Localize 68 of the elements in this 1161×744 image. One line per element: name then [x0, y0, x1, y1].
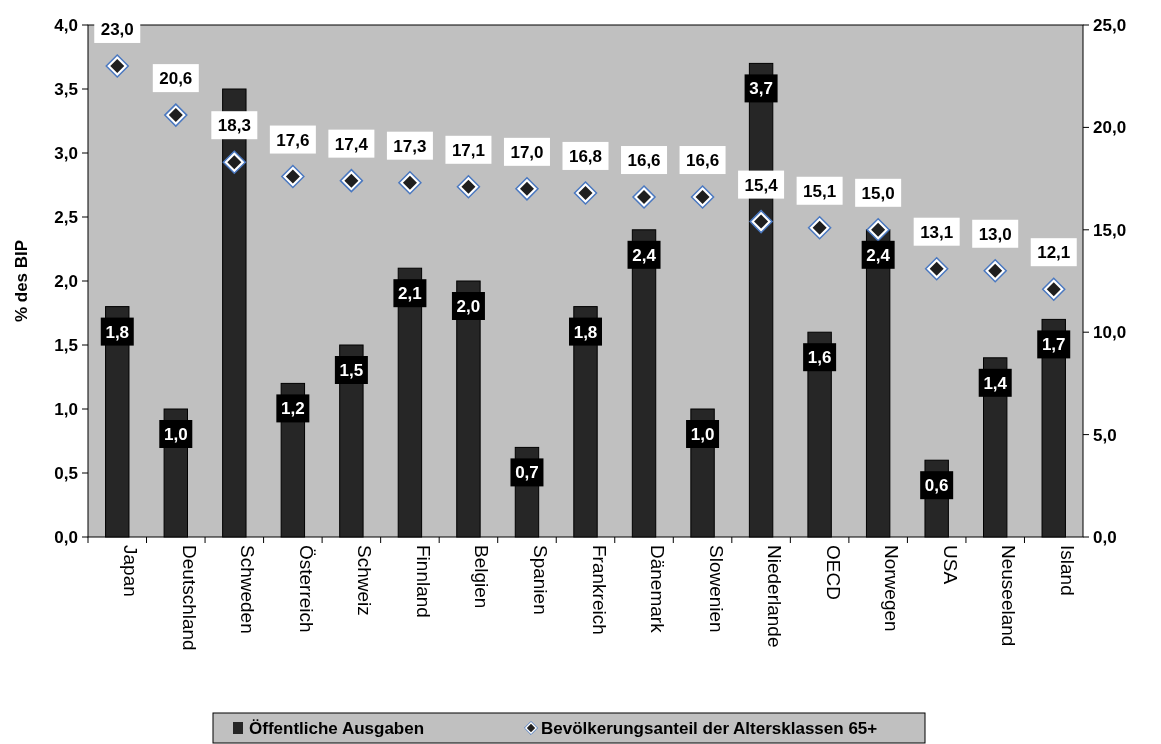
- data-label: 17,0: [510, 142, 544, 162]
- data-label: 0,6: [924, 476, 949, 496]
- data-label: 15,4: [744, 175, 779, 195]
- y-tick-label: 1,5: [54, 336, 78, 355]
- data-label: 1,8: [105, 322, 130, 342]
- x-tick-label: USA: [939, 545, 961, 585]
- data-label: 17,3: [393, 136, 427, 156]
- data-label: 20,6: [159, 69, 193, 89]
- legend-label: Öffentliche Ausgaben: [249, 719, 425, 738]
- x-tick-label: Schweden: [237, 545, 259, 634]
- y-tick-label: 0,5: [54, 464, 78, 483]
- y-tick-label: 2,0: [54, 272, 78, 291]
- data-label: 3,7: [749, 79, 773, 99]
- x-tick-label: Island: [1056, 545, 1078, 596]
- x-tick-label: Neuseeland: [998, 545, 1020, 647]
- data-label: 17,1: [451, 140, 485, 160]
- data-label: 1,0: [690, 425, 715, 444]
- y2-tick-label: 20,0: [1093, 118, 1127, 138]
- y-tick-label: 1,0: [54, 400, 78, 419]
- y-tick-label: 3,5: [54, 80, 78, 99]
- y2-tick-label: 10,0: [1093, 323, 1127, 343]
- data-label: 2,1: [398, 284, 422, 304]
- x-tick-label: Belgien: [471, 545, 493, 609]
- data-label: 23,0: [100, 19, 134, 39]
- data-label: 15,1: [803, 181, 837, 201]
- y2-tick-label: 15,0: [1093, 220, 1127, 240]
- data-label: 2,4: [866, 245, 891, 265]
- data-label: 17,4: [334, 134, 369, 154]
- x-tick-label: Norwegen: [881, 545, 903, 632]
- y-tick-label: 3,0: [54, 144, 78, 163]
- y-tick-label: 4,0: [54, 16, 78, 35]
- y-tick-label: 0,0: [54, 528, 78, 547]
- y-axis-title: % des BIP: [12, 239, 31, 323]
- data-label: 16,8: [568, 146, 603, 166]
- x-tick-label: Slowenien: [705, 545, 727, 633]
- data-label: 1,8: [573, 322, 598, 342]
- data-label: 1,6: [807, 348, 832, 368]
- data-label: 1,0: [163, 425, 188, 444]
- data-label: 2,4: [632, 245, 657, 265]
- x-tick-label: Österreich: [295, 545, 317, 633]
- x-tick-label: Niederlande: [764, 545, 786, 648]
- data-label: 16,6: [686, 151, 720, 171]
- data-label: 18,3: [217, 116, 251, 136]
- data-label: 17,6: [276, 130, 310, 150]
- data-label: 15,0: [861, 183, 895, 203]
- data-label: 1,2: [281, 399, 305, 419]
- data-label: 1,4: [983, 373, 1008, 393]
- x-tick-label: Spanien: [529, 545, 551, 615]
- data-label: 12,1: [1037, 243, 1071, 263]
- y2-tick-label: 25,0: [1093, 16, 1127, 35]
- data-label: 1,7: [1041, 335, 1066, 355]
- y-tick-label: 2,5: [54, 208, 78, 227]
- x-tick-label: Dänemark: [647, 545, 669, 634]
- x-tick-label: OECD: [822, 545, 844, 600]
- x-tick-label: Japan: [120, 545, 142, 597]
- data-label: 13,1: [920, 222, 954, 242]
- legend-label: Bevölkerungsanteil der Altersklassen 65+: [541, 719, 878, 738]
- y2-tick-label: 5,0: [1093, 425, 1117, 445]
- data-label: 0,7: [515, 463, 539, 483]
- data-label: 16,6: [627, 151, 661, 171]
- x-tick-label: Schweiz: [354, 545, 376, 616]
- x-tick-label: Frankreich: [588, 545, 610, 635]
- x-tick-label: Finnland: [412, 545, 434, 618]
- data-label: 1,5: [339, 361, 364, 380]
- x-tick-label: Deutschland: [178, 545, 200, 651]
- data-label: 13,0: [978, 224, 1012, 244]
- y2-tick-label: 0,0: [1093, 528, 1117, 547]
- data-label: 2,0: [456, 297, 481, 316]
